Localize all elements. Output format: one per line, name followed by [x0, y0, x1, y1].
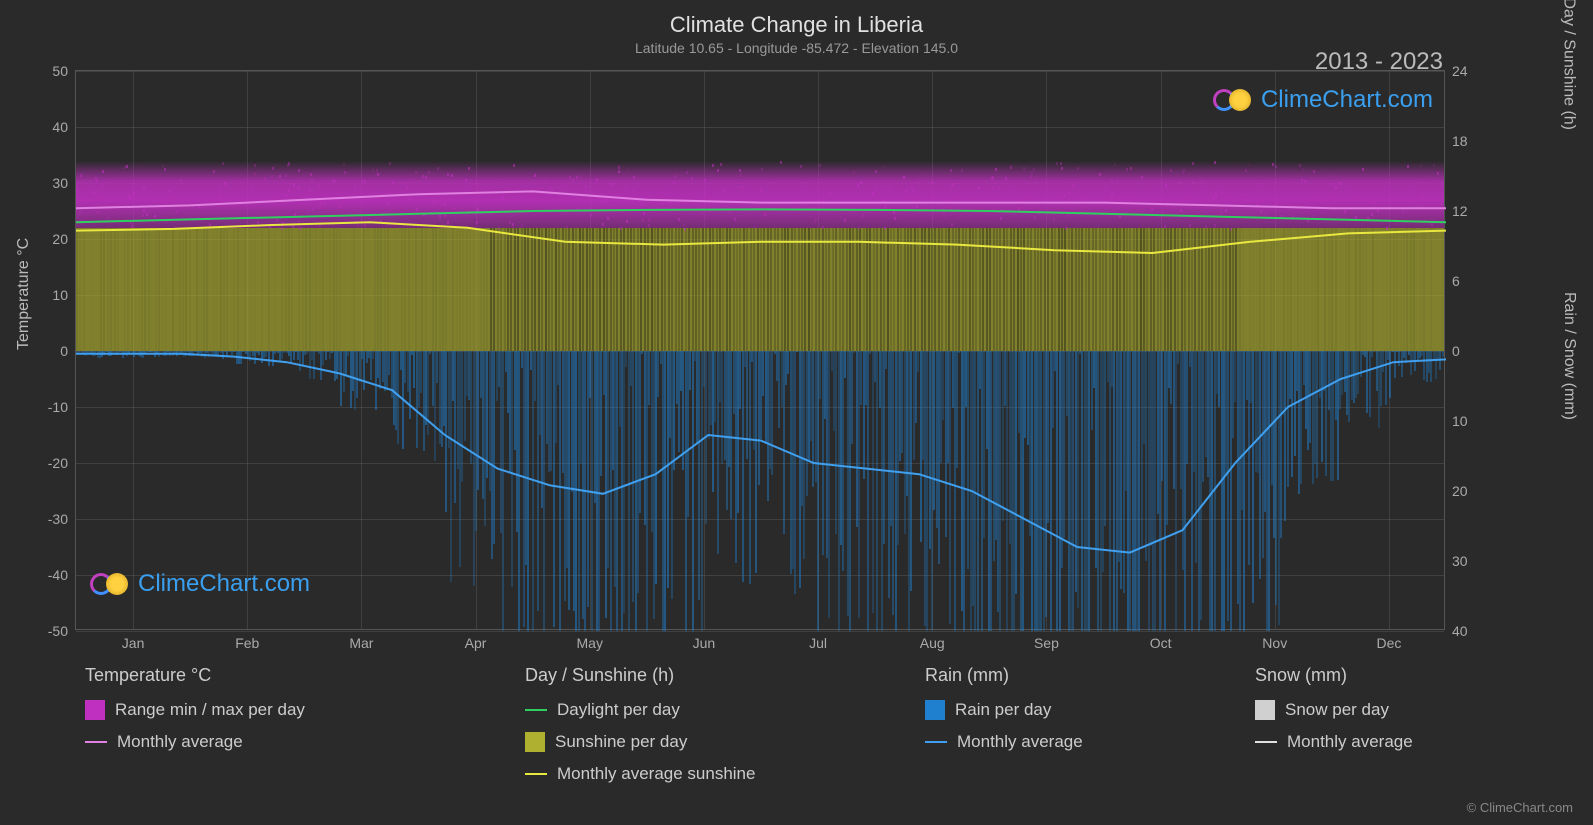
brand-text: ClimeChart.com	[138, 570, 310, 598]
chart-container: -50-40-30-20-100102030405006121824102030…	[75, 70, 1445, 630]
legend-swatch	[1255, 700, 1275, 720]
temp-avg-line	[76, 191, 1446, 208]
tick-left: -50	[48, 623, 76, 639]
rain-avg-line	[76, 354, 1446, 553]
tick-right-top: 12	[1444, 203, 1468, 219]
daylight-line	[76, 209, 1446, 222]
legend-swatch	[525, 773, 547, 775]
tick-month: Dec	[1376, 629, 1401, 651]
grid-line-h	[76, 631, 1444, 632]
legend-item: Range min / max per day	[85, 700, 485, 720]
y-axis-left-label: Temperature °C	[15, 238, 33, 350]
legend: Temperature °C Range min / max per day Mon…	[85, 665, 1465, 784]
tick-right-bottom: 20	[1444, 483, 1468, 499]
legend-item: Monthly average sunshine	[525, 764, 885, 784]
tick-right-bottom: 40	[1444, 623, 1468, 639]
legend-label: Sunshine per day	[555, 732, 687, 752]
legend-label: Monthly average sunshine	[557, 764, 755, 784]
legend-header: Snow (mm)	[1255, 665, 1515, 686]
brand-logo-top: ClimeChart.com	[1213, 86, 1433, 114]
legend-label: Range min / max per day	[115, 700, 305, 720]
legend-label: Monthly average	[117, 732, 243, 752]
legend-label: Snow per day	[1285, 700, 1389, 720]
legend-column: Temperature °C Range min / max per day Mon…	[85, 665, 485, 784]
tick-right-bottom: 10	[1444, 413, 1468, 429]
tick-month: Jan	[122, 629, 145, 651]
tick-left: 40	[52, 119, 76, 135]
brand-logo-bottom: ClimeChart.com	[90, 570, 310, 598]
tick-left: -20	[48, 455, 76, 471]
tick-month: Mar	[349, 629, 373, 651]
tick-month: Feb	[235, 629, 259, 651]
line-overlay	[76, 71, 1446, 631]
plot-area: -50-40-30-20-100102030405006121824102030…	[75, 70, 1445, 630]
legend-swatch	[925, 700, 945, 720]
legend-item: Monthly average	[1255, 732, 1515, 752]
copyright: © ClimeChart.com	[1467, 800, 1573, 815]
tick-left: 20	[52, 231, 76, 247]
tick-right-top: 24	[1444, 63, 1468, 79]
legend-label: Rain per day	[955, 700, 1051, 720]
legend-label: Daylight per day	[557, 700, 680, 720]
chart-title: Climate Change in Liberia	[0, 12, 1593, 38]
tick-month: Apr	[465, 629, 487, 651]
legend-swatch	[925, 741, 947, 743]
legend-label: Monthly average	[957, 732, 1083, 752]
tick-month: Oct	[1150, 629, 1172, 651]
legend-item: Daylight per day	[525, 700, 885, 720]
legend-header: Day / Sunshine (h)	[525, 665, 885, 686]
tick-month: Jun	[693, 629, 716, 651]
legend-item: Rain per day	[925, 700, 1215, 720]
legend-column: Day / Sunshine (h) Daylight per day Sunshi…	[525, 665, 885, 784]
brand-text: ClimeChart.com	[1261, 86, 1433, 114]
legend-item: Monthly average	[925, 732, 1215, 752]
legend-swatch	[525, 709, 547, 711]
tick-month: Sep	[1034, 629, 1059, 651]
legend-label: Monthly average	[1287, 732, 1413, 752]
tick-right-bottom: 30	[1444, 553, 1468, 569]
legend-header: Temperature °C	[85, 665, 485, 686]
tick-left: 50	[52, 63, 76, 79]
tick-right-top: 0	[1444, 343, 1460, 359]
tick-left: 10	[52, 287, 76, 303]
tick-left: 30	[52, 175, 76, 191]
tick-left: 0	[60, 343, 76, 359]
sunshine-avg-line	[76, 222, 1446, 253]
logo-icon	[1213, 87, 1255, 113]
legend-swatch	[85, 700, 105, 720]
legend-item: Monthly average	[85, 732, 485, 752]
y-axis-right-bottom-label: Rain / Snow (mm)	[1560, 292, 1578, 420]
legend-swatch	[85, 741, 107, 743]
legend-swatch	[525, 732, 545, 752]
legend-swatch	[1255, 741, 1277, 743]
legend-column: Snow (mm) Snow per day Monthly average	[1255, 665, 1515, 784]
tick-month: May	[577, 629, 603, 651]
tick-left: -40	[48, 567, 76, 583]
tick-month: Nov	[1262, 629, 1287, 651]
y-axis-right-top-label: Day / Sunshine (h)	[1560, 0, 1578, 130]
tick-right-top: 6	[1444, 273, 1460, 289]
tick-month: Aug	[920, 629, 945, 651]
logo-icon	[90, 571, 132, 597]
legend-header: Rain (mm)	[925, 665, 1215, 686]
tick-left: -30	[48, 511, 76, 527]
tick-left: -10	[48, 399, 76, 415]
legend-item: Sunshine per day	[525, 732, 885, 752]
legend-item: Snow per day	[1255, 700, 1515, 720]
tick-month: Jul	[809, 629, 827, 651]
tick-right-top: 18	[1444, 133, 1468, 149]
legend-column: Rain (mm) Rain per day Monthly average	[925, 665, 1215, 784]
